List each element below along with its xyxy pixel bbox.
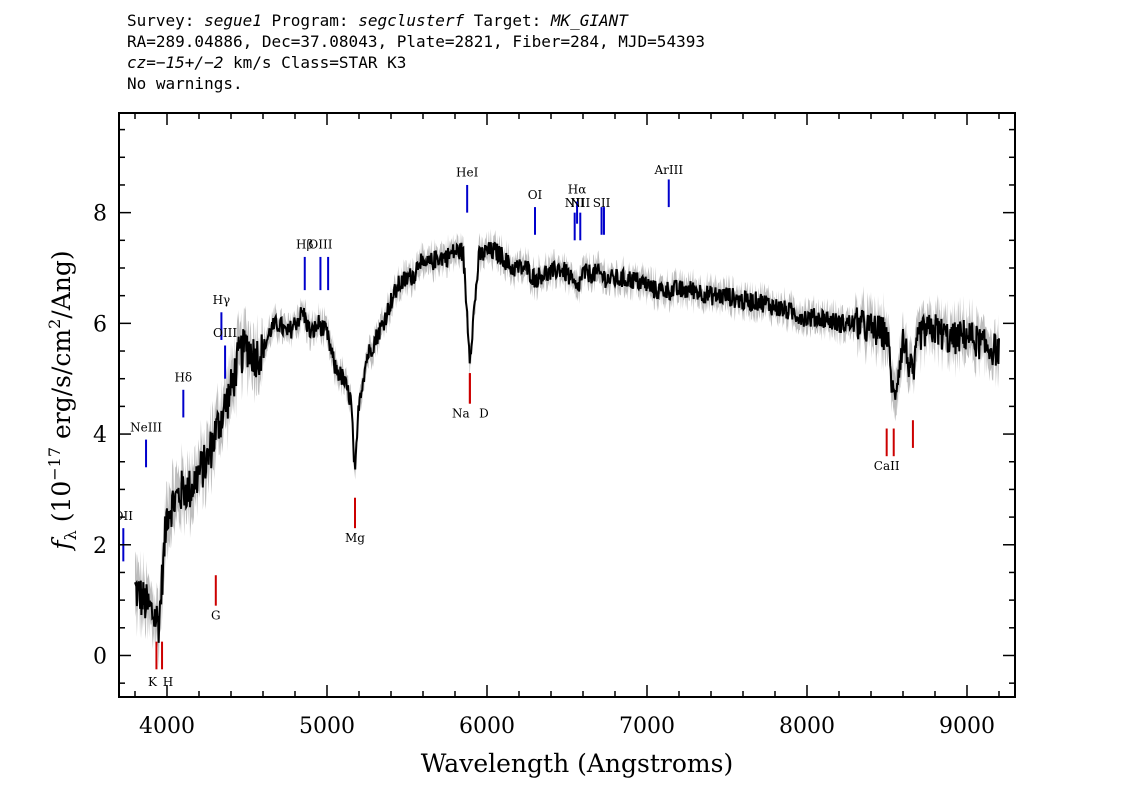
error-band <box>135 228 999 668</box>
emission-line-label: NII <box>570 196 590 210</box>
emission-line-label: OI <box>528 188 543 202</box>
x-tick-label: 4000 <box>139 714 195 739</box>
header-line-survey: Survey: segue1 Program: segclusterf Targ… <box>127 10 705 31</box>
x-tick-label: 7000 <box>619 714 675 739</box>
x-tick-label: 6000 <box>459 714 515 739</box>
absorption-line-label: CaII <box>874 459 900 473</box>
y-axis-label-part: 2 <box>45 319 64 329</box>
y-tick-label: 6 <box>93 312 107 337</box>
emission-line-label: OII <box>114 509 134 523</box>
class-value: km/s Class=STAR K3 <box>223 53 407 72</box>
absorption-line-label: Na <box>452 406 470 420</box>
absorption-line-label: K <box>148 675 158 689</box>
header-line-warnings: No warnings. <box>127 74 243 93</box>
header-line-coordinates: RA=289.04886, Dec=37.08043, Plate=2821, … <box>127 32 705 51</box>
emission-line-label: Hδ <box>174 370 192 384</box>
x-axis-label: Wavelength (Angstroms) <box>421 749 733 778</box>
y-axis-label-part: λ <box>61 530 80 540</box>
y-axis-label-part: (10 <box>47 481 76 531</box>
axis-labels: 4000 5000 6000 7000 8000 9000 0 2 4 6 8 Wavelength … <box>45 202 995 778</box>
emission-line-label: NeIII <box>130 420 162 434</box>
redshift-value: cz=−15+/−2 <box>127 53 224 72</box>
emission-line-label: SII <box>593 196 611 210</box>
y-axis-label-part: erg/s/cm <box>47 329 76 447</box>
emission-line-label: HeI <box>456 166 479 180</box>
emission-line-label: Hβ <box>296 238 313 252</box>
plot-frame <box>118 112 1016 698</box>
emission-line-label: NII <box>565 196 585 210</box>
spectrum-header: Survey: segue1 Program: segclusterf Targ… <box>127 10 705 94</box>
survey-key: Survey: <box>127 11 205 30</box>
emission-line-label: OIII <box>213 326 237 340</box>
x-tick-label: 5000 <box>299 714 355 739</box>
survey-value: segue1 <box>204 11 262 30</box>
y-axis-label-part: /Ang) <box>47 250 76 318</box>
program-key: Program: <box>261 11 359 30</box>
absorption-line-label: H <box>163 675 173 689</box>
y-tick-label: 8 <box>93 202 107 227</box>
emission-line-label: Hγ <box>213 293 231 307</box>
target-value: MK_GIANT <box>550 11 628 30</box>
absorption-line-label: G <box>211 609 221 623</box>
x-tick-label: 9000 <box>939 714 995 739</box>
y-tick-label: 2 <box>93 534 107 559</box>
x-tick-label: 8000 <box>779 714 835 739</box>
emission-line-label: ArIII <box>653 163 683 177</box>
emission-line-label: Hα <box>568 182 587 196</box>
flux-line <box>134 241 1000 643</box>
header-line-redshift: cz=−15+/−2 km/s Class=STAR K3 <box>127 52 705 73</box>
axes <box>118 112 1016 698</box>
y-tick-label: 4 <box>93 423 107 448</box>
target-key: Target: <box>464 11 551 30</box>
absorption-line-label: Mg <box>345 531 365 545</box>
y-axis-label-part: −17 <box>45 447 64 481</box>
emission-line-label: OIII <box>308 238 332 252</box>
program-value: segclusterf <box>358 11 465 30</box>
absorption-line-label: D <box>479 406 489 420</box>
y-axis-label-part: f <box>47 537 76 552</box>
y-axis-label: fλ (10−17 erg/s/cm2/Ang) <box>45 250 80 551</box>
y-tick-label: 0 <box>93 644 107 669</box>
